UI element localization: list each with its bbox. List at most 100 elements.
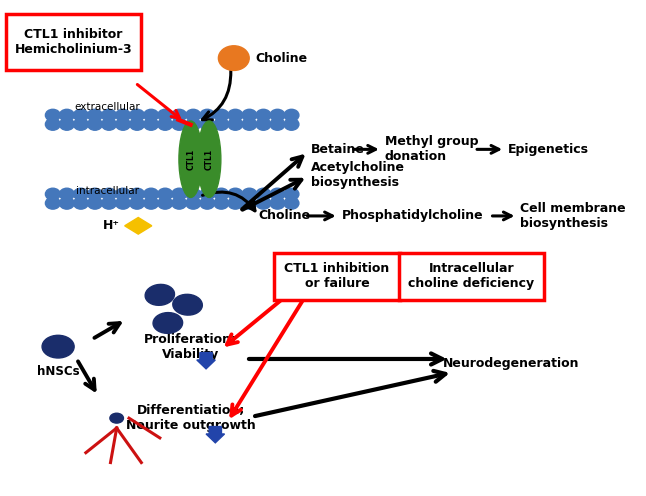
Polygon shape [450, 326, 572, 402]
Text: Phosphatidylcholine: Phosphatidylcholine [342, 209, 483, 222]
Circle shape [101, 188, 116, 200]
Ellipse shape [172, 294, 202, 315]
FancyBboxPatch shape [6, 14, 141, 70]
Circle shape [214, 197, 229, 209]
Circle shape [101, 109, 116, 121]
Text: CTL1: CTL1 [205, 149, 214, 170]
Circle shape [158, 109, 172, 121]
Circle shape [116, 109, 130, 121]
FancyArrow shape [206, 427, 225, 443]
Text: CTL1 inhibitor
Hemicholinium-3: CTL1 inhibitor Hemicholinium-3 [15, 28, 132, 56]
Circle shape [74, 188, 89, 200]
Circle shape [186, 197, 201, 209]
Circle shape [130, 188, 145, 200]
Text: Betaine: Betaine [311, 143, 365, 156]
Circle shape [256, 109, 271, 121]
Circle shape [228, 109, 243, 121]
Ellipse shape [179, 121, 202, 197]
Circle shape [45, 109, 60, 121]
Text: Proliferation;
Viability: Proliferation; Viability [144, 333, 237, 361]
Circle shape [256, 188, 271, 200]
Circle shape [172, 188, 187, 200]
Circle shape [200, 197, 214, 209]
Text: Cell membrane
biosynthesis: Cell membrane biosynthesis [521, 202, 626, 230]
Text: CTL1 inhibition
or failure: CTL1 inhibition or failure [284, 262, 390, 290]
Circle shape [228, 197, 243, 209]
Ellipse shape [23, 329, 94, 365]
Circle shape [270, 197, 285, 209]
Circle shape [214, 119, 229, 130]
Circle shape [45, 119, 60, 130]
Circle shape [143, 119, 158, 130]
Circle shape [242, 197, 256, 209]
Text: CTL1: CTL1 [186, 149, 195, 170]
Ellipse shape [42, 335, 74, 358]
Circle shape [284, 119, 299, 130]
Circle shape [228, 119, 243, 130]
Polygon shape [125, 217, 152, 234]
Circle shape [214, 109, 229, 121]
Circle shape [228, 188, 243, 200]
Circle shape [45, 197, 60, 209]
Circle shape [186, 109, 201, 121]
FancyArrow shape [197, 353, 215, 369]
Circle shape [59, 119, 74, 130]
Circle shape [59, 188, 74, 200]
Circle shape [186, 119, 201, 130]
Circle shape [116, 119, 130, 130]
Circle shape [186, 188, 201, 200]
Circle shape [284, 188, 299, 200]
Circle shape [87, 188, 102, 200]
Circle shape [130, 119, 145, 130]
Text: Methyl group
donation: Methyl group donation [385, 135, 478, 163]
Ellipse shape [103, 409, 130, 428]
Ellipse shape [153, 312, 183, 333]
Circle shape [284, 197, 299, 209]
Circle shape [218, 46, 249, 70]
Circle shape [143, 109, 158, 121]
Circle shape [116, 188, 130, 200]
Circle shape [101, 119, 116, 130]
Circle shape [242, 109, 256, 121]
Text: intracellular: intracellular [76, 186, 139, 196]
Circle shape [284, 109, 299, 121]
Ellipse shape [127, 278, 193, 311]
Circle shape [87, 119, 102, 130]
Text: hNSCs: hNSCs [37, 365, 79, 378]
Text: Choline: Choline [255, 52, 307, 64]
Circle shape [172, 119, 187, 130]
Circle shape [242, 119, 256, 130]
Circle shape [74, 119, 89, 130]
Circle shape [143, 188, 158, 200]
Ellipse shape [152, 290, 223, 320]
Text: Acetylcholine
biosynthesis: Acetylcholine biosynthesis [311, 161, 405, 189]
Circle shape [270, 188, 285, 200]
Circle shape [74, 197, 89, 209]
Circle shape [242, 188, 256, 200]
Text: Intracellular
choline deficiency: Intracellular choline deficiency [408, 262, 534, 290]
Circle shape [200, 188, 214, 200]
Circle shape [116, 197, 130, 209]
Circle shape [200, 119, 214, 130]
Circle shape [270, 119, 285, 130]
Circle shape [200, 109, 214, 121]
Circle shape [172, 109, 187, 121]
Circle shape [130, 109, 145, 121]
Text: extracellular: extracellular [74, 103, 140, 113]
Ellipse shape [136, 309, 200, 337]
Text: Differentiation;
Neurite outgrowth: Differentiation; Neurite outgrowth [126, 404, 256, 432]
Circle shape [87, 109, 102, 121]
Circle shape [59, 109, 74, 121]
Text: Choline: Choline [258, 209, 311, 222]
Circle shape [74, 109, 89, 121]
Ellipse shape [198, 121, 221, 197]
Circle shape [256, 119, 271, 130]
Ellipse shape [110, 413, 123, 423]
Circle shape [87, 197, 102, 209]
Circle shape [172, 197, 187, 209]
Circle shape [214, 188, 229, 200]
Circle shape [130, 197, 145, 209]
Circle shape [101, 197, 116, 209]
FancyBboxPatch shape [274, 253, 401, 300]
Ellipse shape [145, 284, 174, 306]
